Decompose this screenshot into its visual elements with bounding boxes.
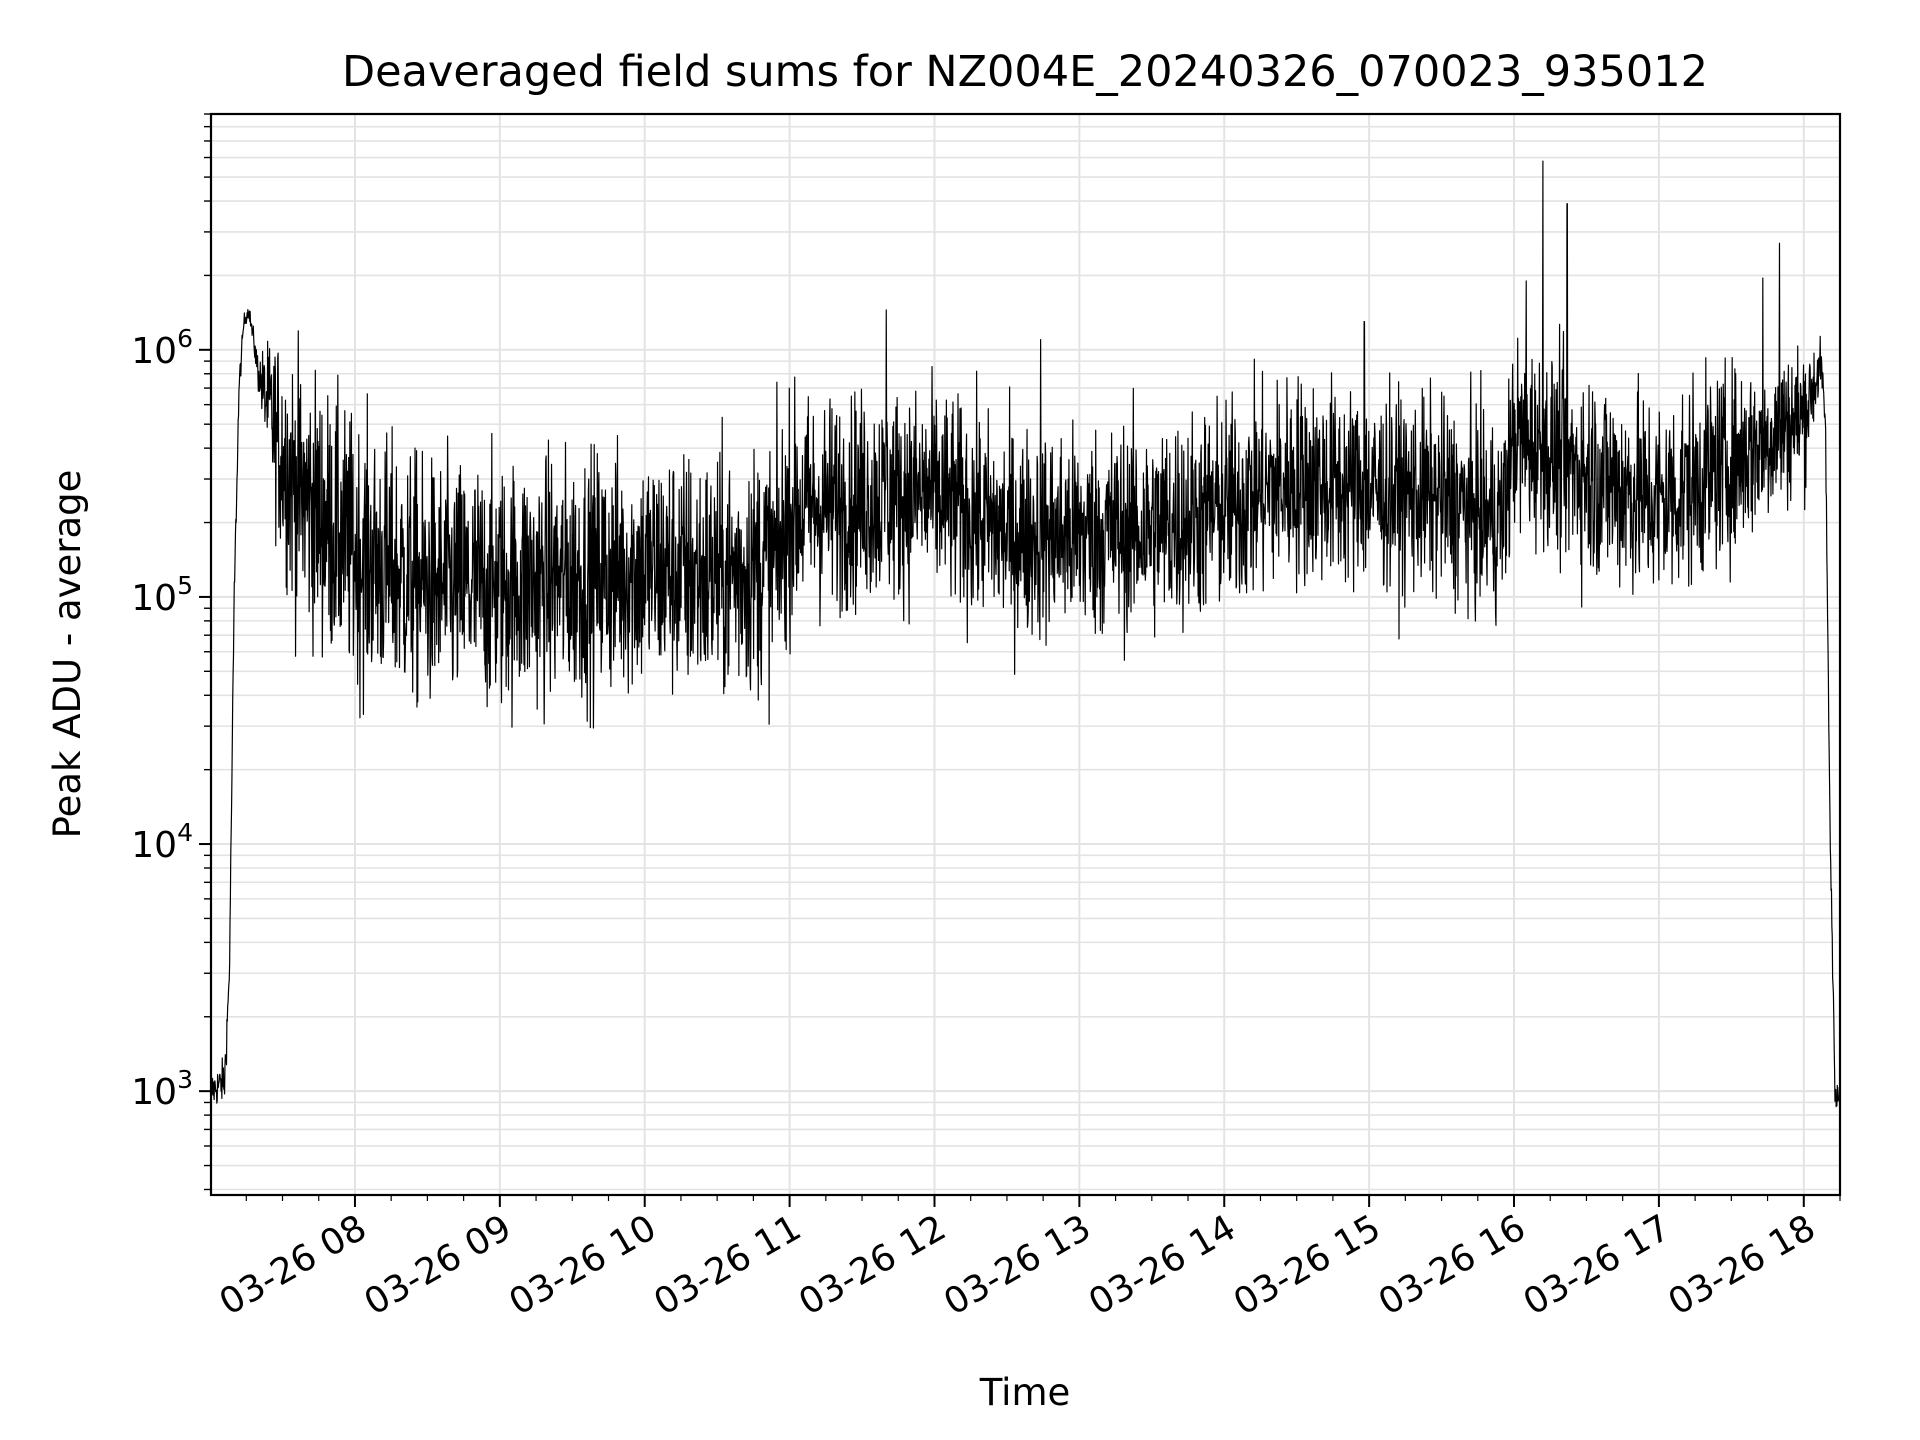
x-axis-label: Time bbox=[979, 1371, 1071, 1414]
y-tick-label: 106 bbox=[131, 324, 193, 372]
y-axis-ticks: 103 104 105 106 bbox=[131, 113, 211, 1191]
plot-frame bbox=[209, 112, 1842, 1197]
y-tick-label: 104 bbox=[131, 818, 193, 866]
series-layer bbox=[211, 160, 1840, 1108]
series-line bbox=[211, 160, 1840, 1108]
y-tick-label: 105 bbox=[131, 571, 193, 619]
chart-title: Deaveraged field sums for NZ004E_2024032… bbox=[342, 47, 1708, 97]
y-tick-label: 103 bbox=[131, 1065, 193, 1113]
grid bbox=[211, 113, 1840, 1195]
y-axis-label: Peak ADU - average bbox=[46, 470, 89, 839]
